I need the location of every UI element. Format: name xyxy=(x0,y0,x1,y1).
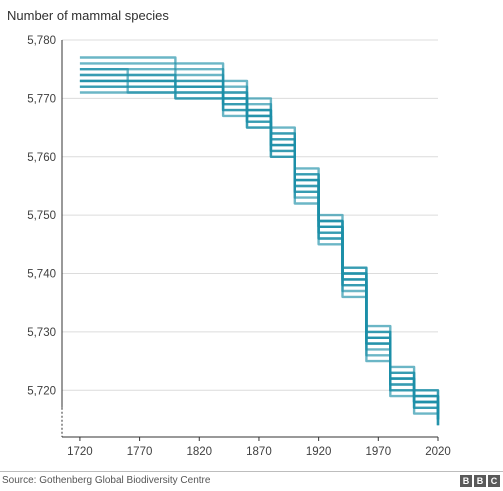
series-line xyxy=(79,79,440,420)
logo-letter: B xyxy=(460,475,472,487)
series-line xyxy=(79,85,440,420)
y-tick-label: 5,730 xyxy=(27,327,56,339)
chart: Number of mammal species 5,720 5,730 5,740… xyxy=(7,8,451,458)
logo-letter: B xyxy=(474,475,486,487)
series-line xyxy=(79,73,440,414)
y-tick-label: 5,740 xyxy=(27,269,56,281)
x-tick-label: 1820 xyxy=(186,446,212,458)
x-tick-label: 1770 xyxy=(127,446,153,458)
y-axis-ticks: 5,720 5,730 5,740 5,750 5,760 5,770 5,780 xyxy=(27,35,56,397)
y-tick-label: 5,780 xyxy=(27,35,56,47)
series-line xyxy=(79,79,440,426)
y-tick-label: 5,760 xyxy=(27,152,56,164)
series-line xyxy=(79,79,440,420)
series-line xyxy=(79,91,440,426)
x-tick-label: 1870 xyxy=(246,446,272,458)
x-tick-label: 1920 xyxy=(306,446,332,458)
x-tick-label: 2020 xyxy=(425,446,451,458)
y-tick-label: 5,750 xyxy=(27,210,56,222)
x-tick-label: 1720 xyxy=(67,446,93,458)
x-tick-label: 1970 xyxy=(366,446,392,458)
series-line xyxy=(79,85,440,426)
y-tick-label: 5,720 xyxy=(27,385,56,397)
y-tick-label: 5,770 xyxy=(27,93,56,105)
footer: Source: Gothenberg Global Biodiversity C… xyxy=(0,471,503,491)
logo-letter: C xyxy=(488,475,500,487)
source-note: Source: Gothenberg Global Biodiversity C… xyxy=(2,475,211,486)
y-axis-title: Number of mammal species xyxy=(7,8,169,23)
series-group xyxy=(79,56,440,426)
x-axis-ticks: 1720 1770 1820 1870 1920 1970 2020 xyxy=(67,437,451,458)
bbc-logo: B B C xyxy=(460,475,500,487)
